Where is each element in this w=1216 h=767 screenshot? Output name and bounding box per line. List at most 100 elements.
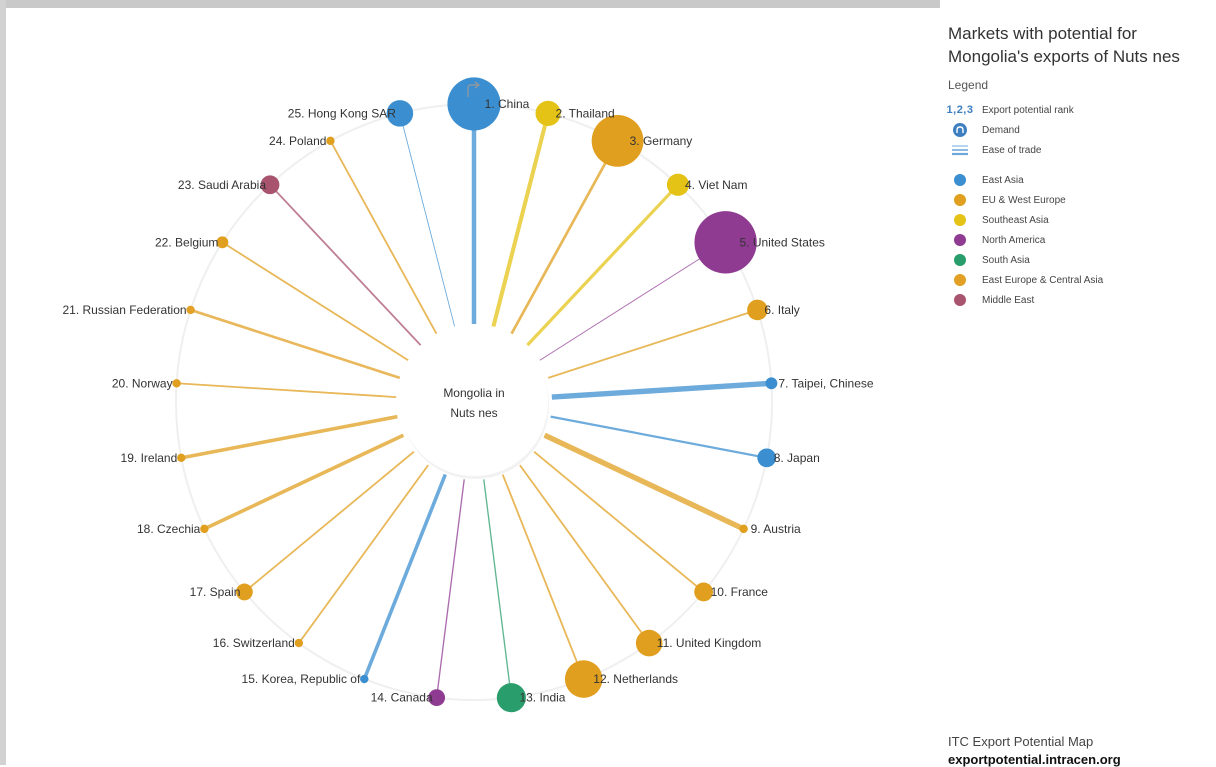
market-label: 6. Italy (764, 303, 799, 317)
market-bubble[interactable] (172, 379, 181, 388)
center-disc: Mongolia in Nuts nes (400, 328, 549, 479)
region-dot-icon (954, 214, 966, 226)
market-bubble[interactable] (177, 453, 186, 463)
spoke-line (180, 414, 398, 460)
spoke-line (539, 241, 726, 361)
market-label: 20. Norway (112, 376, 173, 390)
market-label: 3. Germany (630, 134, 693, 148)
market-bubble[interactable] (635, 629, 663, 657)
market-label: 5. United States (740, 235, 825, 249)
region-dot-icon (954, 254, 966, 266)
region-dot-icon (954, 274, 966, 286)
spoke-line (221, 241, 409, 361)
legend-ease-row: Ease of trade (948, 140, 1210, 160)
region-dot-icon (954, 234, 966, 246)
footer-url-link[interactable]: exportpotential.intracen.org (948, 752, 1121, 767)
market-bubble[interactable] (757, 448, 777, 468)
spoke-line (362, 473, 447, 680)
market-label: 19. Ireland (121, 451, 178, 465)
legend-region-eu-west-europe: EU & West Europe (948, 190, 1210, 210)
spoke-line (510, 140, 619, 335)
ease-of-trade-lines-icon (948, 143, 972, 157)
center-label: Mongolia in (443, 386, 504, 400)
market-bubble[interactable] (216, 236, 229, 249)
market-bubble[interactable] (765, 377, 778, 390)
spoke-line (501, 474, 585, 680)
market-label: 25. Hong Kong SAR (288, 106, 396, 120)
demand-bubble-icon (948, 122, 972, 138)
center-circle (400, 328, 548, 476)
spoke-line (483, 479, 513, 698)
spoke-line (269, 184, 422, 346)
market-bubble[interactable] (591, 114, 644, 167)
footer-credit: ITC Export Potential Map (948, 734, 1094, 749)
market-bubble[interactable] (235, 583, 253, 601)
market-bubble[interactable] (200, 524, 209, 534)
market-label: 24. Poland (269, 134, 326, 148)
spoke-line (243, 451, 415, 593)
legend-demand-label: Demand (982, 124, 1020, 136)
legend-region-southeast-asia: Southeast Asia (948, 210, 1210, 230)
radial-chart: Mongolia in Nuts nes 1. China 2. Thailand 3… (63, 77, 874, 713)
legend-demand-row: Demand (948, 120, 1210, 140)
panel-title: Markets with potential for Mongolia's ex… (948, 24, 1180, 66)
chart-spokes (176, 104, 772, 698)
market-bubble[interactable] (496, 683, 526, 713)
market-bubble[interactable] (428, 689, 446, 707)
spoke-line (298, 464, 429, 644)
spoke-line (550, 415, 767, 459)
market-label: 11. United Kingdom (657, 636, 762, 650)
legend-region-east-europe-central-asia: East Europe & Central Asia (948, 270, 1210, 290)
market-bubble[interactable] (447, 77, 501, 131)
region-dot-icon (954, 174, 966, 186)
market-bubble[interactable] (186, 305, 195, 315)
market-label: 10. France (711, 585, 769, 599)
market-bubble[interactable] (564, 660, 603, 698)
legend-region-east-asia: East Asia (948, 170, 1210, 190)
market-label: 18. Czechia (137, 522, 201, 536)
market-bubble[interactable] (326, 136, 335, 146)
market-label: 7. Taipei, Chinese (778, 376, 874, 390)
market-bubble[interactable] (694, 582, 714, 602)
spoke-line (435, 479, 465, 698)
market-label: 13. India (519, 691, 565, 705)
market-bubble[interactable] (386, 100, 414, 127)
spoke-line (526, 183, 680, 347)
market-bubble[interactable] (747, 299, 768, 321)
market-label: 12. Netherlands (593, 672, 678, 686)
chart-bubbles (172, 77, 778, 713)
spoke-line (551, 380, 772, 400)
market-bubble[interactable] (294, 638, 304, 648)
region-dot-icon (954, 194, 966, 206)
legend-region-middle-east: Middle East (948, 290, 1210, 310)
market-bubble[interactable] (739, 524, 748, 534)
market-label: 1. China (485, 97, 530, 111)
market-bubble[interactable] (694, 211, 757, 274)
market-label: 22. Belgium (155, 235, 218, 249)
spoke-line (176, 382, 397, 399)
spoke-line (547, 309, 758, 379)
left-strip (0, 0, 6, 765)
market-label: 15. Korea, Republic of (242, 672, 361, 686)
legend-rank-label: Export potential rank (982, 104, 1074, 116)
market-label: 8. Japan (774, 451, 820, 465)
market-label: 9. Austria (751, 522, 801, 536)
legend-rank-row: 1,2,3 Export potential rank (946, 100, 1210, 120)
rank-numbers-icon: 1,2,3 (946, 104, 974, 116)
share-arrow-icon[interactable] (467, 81, 480, 97)
spoke-line (533, 451, 705, 593)
spoke-line (203, 433, 405, 531)
market-bubble[interactable] (260, 175, 280, 195)
legend-heading: Legend (948, 78, 989, 92)
legend-region-south-asia: South Asia (948, 250, 1210, 270)
market-label: 2. Thailand (556, 106, 615, 120)
region-dot-icon (954, 294, 966, 306)
market-bubble[interactable] (666, 173, 690, 196)
spoke-line (190, 308, 401, 380)
market-bubble[interactable] (535, 100, 561, 126)
market-bubble[interactable] (360, 674, 369, 684)
top-strip (0, 0, 940, 8)
market-label: 21. Russian Federation (63, 303, 187, 317)
market-label: 23. Saudi Arabia (178, 178, 266, 192)
market-label: 17. Spain (190, 585, 241, 599)
